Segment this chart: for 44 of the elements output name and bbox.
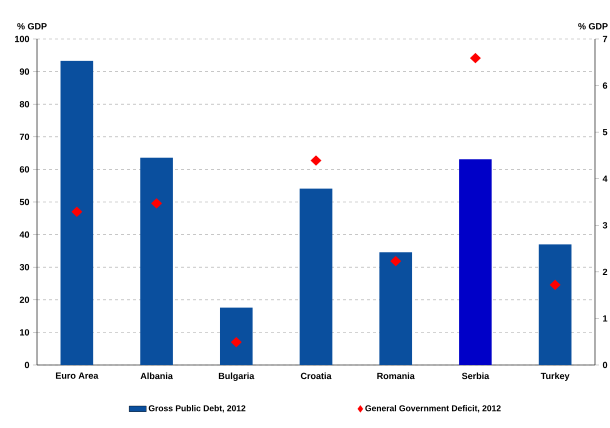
bar: [60, 60, 94, 365]
legend-label: General Government Deficit, 2012: [365, 405, 501, 413]
point: [550, 280, 561, 290]
y-axis-title: % GDP: [17, 23, 47, 30]
x-tick-label: Croatia: [300, 372, 332, 380]
x-tick-label: Serbia: [462, 372, 490, 380]
y-tick-label: 60: [20, 166, 30, 173]
y-tick-label: 20: [20, 296, 30, 303]
y-tick-label: 30: [20, 264, 30, 270]
x-tick-label: Bulgaria: [218, 372, 254, 381]
legend-label: Gross Public Debt, 2012: [148, 405, 246, 413]
point: [470, 52, 481, 64]
x-tick-label: Romania: [377, 372, 415, 380]
bar: [140, 158, 173, 365]
y-tick-label: 80: [20, 101, 30, 108]
bar: [300, 188, 332, 365]
y-tick-label: 40: [20, 231, 30, 238]
point: [390, 256, 402, 266]
y-tick-label: 50: [20, 198, 30, 206]
y-tick-label: 0: [24, 362, 30, 368]
y2-tick-label: 2: [602, 268, 608, 275]
y2-axis-title: % GDP: [578, 23, 608, 30]
x-tick-label: Albania: [140, 372, 173, 380]
x-tick-label: Euro Area: [56, 372, 98, 379]
y2-tick-label: 6: [602, 82, 608, 89]
point: [310, 155, 322, 166]
bar: [220, 308, 253, 365]
y2-tick-label: 0: [602, 362, 608, 368]
y-tick-label: 90: [20, 68, 30, 75]
y2-tick-label: 5: [602, 128, 608, 136]
bar: [459, 159, 492, 365]
y2-tick-label: 4: [602, 176, 608, 182]
point: [71, 206, 82, 217]
y-tick-label: 10: [20, 329, 30, 336]
point: [230, 336, 242, 348]
y2-tick-label: 3: [602, 222, 608, 228]
y2-tick-label: 7: [602, 36, 608, 42]
bar: [538, 244, 572, 365]
y-tick-label: 100: [15, 36, 30, 42]
bar: [379, 252, 412, 365]
y2-tick-label: 1: [603, 315, 608, 322]
y-tick-label: 70: [20, 134, 30, 140]
point: [151, 198, 162, 209]
x-tick-label: Turkey: [540, 372, 570, 381]
